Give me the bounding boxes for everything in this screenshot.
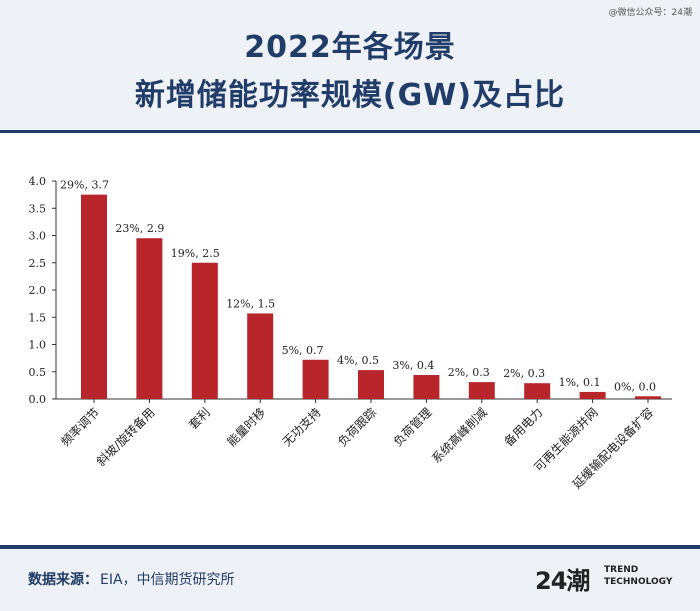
x-tick-label: 斜坡/旋转备用 [93, 405, 157, 469]
bottom-divider [0, 545, 700, 549]
brand-logo-text-line2: TECHNOLOGY [604, 577, 673, 587]
y-tick-label: 0.0 [29, 393, 47, 406]
top-divider [0, 130, 700, 133]
data-label: 2%, 0.3 [448, 366, 490, 379]
brand-logo-text-line1: TREND [604, 565, 639, 575]
bar [358, 370, 384, 399]
data-label: 2%, 0.3 [503, 367, 545, 380]
footer: 数据来源： EIA，中信期货研究所 24潮 TREND TECHNOLOGY [0, 549, 700, 611]
chart-title-line2: 新增储能功率规模(GW)及占比 [134, 78, 566, 113]
bar [81, 194, 107, 399]
bar [524, 383, 551, 399]
data-label: 19%, 2.5 [171, 247, 220, 260]
source-label: 数据来源： [28, 572, 98, 588]
y-tick-label: 2.0 [29, 284, 47, 297]
data-label: 29%, 3.7 [60, 179, 109, 192]
bar [635, 396, 661, 399]
bar [136, 238, 163, 399]
data-label: 23%, 2.9 [115, 222, 164, 235]
x-tick-label: 频率调节 [58, 405, 103, 450]
y-tick-label: 3.0 [29, 230, 47, 243]
data-label: 12%, 1.5 [226, 297, 275, 310]
y-tick-label: 3.5 [29, 202, 47, 215]
data-label: 3%, 0.4 [392, 359, 434, 372]
chart-panel [0, 133, 700, 545]
bar-chart: 0.0 0.5 1.0 1.5 2.0 2.5 3.0 3.5 4.0 29%, 3.7 频率调节 2… [29, 175, 672, 491]
y-tick-label: 0.5 [29, 366, 47, 379]
x-tick-label: 无功支持 [279, 405, 324, 450]
x-tick-label: 能量时移 [224, 405, 268, 449]
bar [191, 262, 218, 399]
x-tick-label: 负荷管理 [390, 405, 435, 450]
y-tick-label: 1.0 [29, 339, 47, 352]
x-tick-label: 负荷跟踪 [335, 405, 379, 449]
bar [413, 375, 440, 399]
data-label: 5%, 0.7 [282, 344, 324, 357]
y-tick-label: 4.0 [29, 175, 47, 188]
data-label: 0%, 0.0 [614, 380, 656, 393]
y-tick-label: 1.5 [29, 311, 47, 324]
bar [468, 382, 495, 399]
watermark: @微信公众号：24潮 [608, 8, 692, 18]
y-tick-label: 2.5 [29, 257, 47, 270]
chart-title-line1: 2022年各场景 [244, 30, 456, 65]
brand-logo: 24潮 [535, 567, 590, 595]
bar [579, 391, 606, 399]
data-label: 1%, 0.1 [559, 376, 601, 389]
x-tick-label: 系统高峰削减 [428, 405, 490, 467]
x-tick-label: 套利 [186, 405, 213, 432]
x-tick-label: 备用电力 [501, 405, 545, 449]
data-label: 4%, 0.5 [337, 354, 379, 367]
source-value: EIA，中信期货研究所 [100, 572, 235, 588]
bar [247, 313, 274, 399]
bar [302, 359, 329, 399]
